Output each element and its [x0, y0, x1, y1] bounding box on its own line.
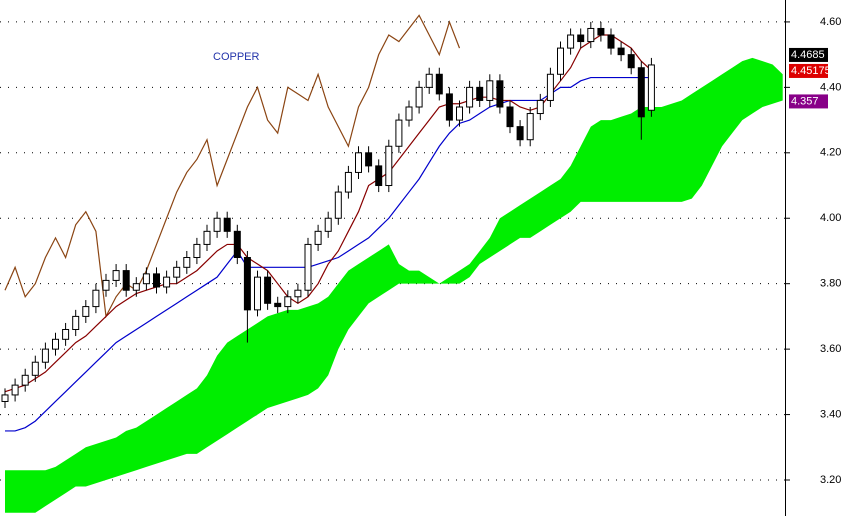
candle-body — [445, 93, 453, 121]
candle-body — [496, 80, 504, 108]
candle-body — [506, 106, 514, 128]
candle-body — [1, 394, 9, 402]
candle-body — [173, 266, 181, 278]
candle-body — [516, 126, 524, 141]
candle-body — [617, 47, 625, 56]
price-tag-label: 4.357 — [791, 95, 819, 107]
y-tick-label: 3.80 — [820, 278, 841, 290]
y-tick-label: 3.60 — [820, 343, 841, 355]
price-tag — [789, 47, 828, 62]
candle-body — [607, 34, 615, 49]
cloud — [5, 57, 783, 513]
candle-body — [264, 276, 272, 304]
candle-body — [52, 338, 59, 350]
candle-body — [254, 276, 261, 311]
y-tick-label: 4.20 — [820, 147, 841, 159]
price-tag-label: 4.4685 — [791, 49, 825, 61]
candle-body — [72, 315, 80, 330]
candle-body — [355, 152, 362, 173]
price-tag-label: 4.45175 — [791, 65, 831, 77]
candle-body — [456, 106, 463, 121]
candle-body — [405, 106, 413, 121]
candle-body — [435, 73, 443, 95]
candle-body — [31, 361, 39, 376]
indicator-line — [5, 76, 652, 432]
candle-body — [395, 119, 403, 147]
candle-body — [567, 34, 575, 49]
candle-body — [41, 348, 49, 363]
candle-body — [274, 302, 282, 308]
candle-body — [486, 80, 494, 101]
price-tag — [789, 94, 828, 109]
candle-body — [637, 67, 645, 118]
candle-body — [536, 99, 544, 115]
candle-body — [526, 113, 534, 141]
candle-body — [142, 273, 150, 285]
candle-body — [415, 86, 423, 108]
candle-body — [375, 165, 383, 187]
candle-body — [223, 217, 231, 232]
candle-body — [132, 283, 140, 291]
candle-body — [21, 374, 29, 386]
chart-title: COPPER — [213, 51, 260, 63]
y-tick-label: 3.20 — [820, 474, 841, 486]
candle-body — [62, 328, 70, 340]
indicator-line — [4, 14, 461, 319]
candle-body — [557, 47, 564, 75]
candle-body — [183, 257, 191, 268]
candle-body — [324, 217, 332, 232]
candle-body — [304, 243, 312, 291]
y-tick-label: 3.40 — [820, 408, 841, 420]
candle-body — [314, 230, 322, 245]
candle-body — [294, 289, 302, 298]
candle-body — [577, 34, 585, 43]
candle-body — [203, 230, 211, 245]
candle-body — [627, 54, 635, 69]
candle-body — [334, 191, 342, 219]
candle-body — [425, 73, 433, 88]
candle-body — [153, 273, 160, 288]
candle-body — [122, 270, 130, 291]
y-tick-label: 4.00 — [820, 212, 841, 224]
candle-body — [82, 306, 90, 317]
candle-body — [284, 296, 292, 308]
candle-body — [11, 384, 19, 396]
y-tick-label: 4.60 — [820, 16, 841, 28]
candle-body — [243, 257, 251, 311]
price-tag — [789, 63, 828, 78]
candle-body — [233, 230, 241, 259]
candle-body — [385, 145, 393, 187]
candle-body — [365, 152, 373, 167]
candle-body — [112, 270, 120, 281]
y-tick-label: 4.40 — [820, 81, 841, 93]
candle-body — [163, 276, 171, 288]
candle-body — [193, 243, 201, 259]
candle-body — [476, 86, 484, 101]
candle-body — [546, 73, 554, 101]
candle-body — [213, 217, 221, 232]
candle-body — [597, 27, 605, 36]
candle-body — [92, 289, 100, 308]
candle-body — [647, 64, 655, 111]
candle-body — [102, 279, 110, 291]
candle-body — [466, 86, 474, 108]
candle-body — [344, 171, 352, 193]
candle-body — [587, 27, 595, 43]
